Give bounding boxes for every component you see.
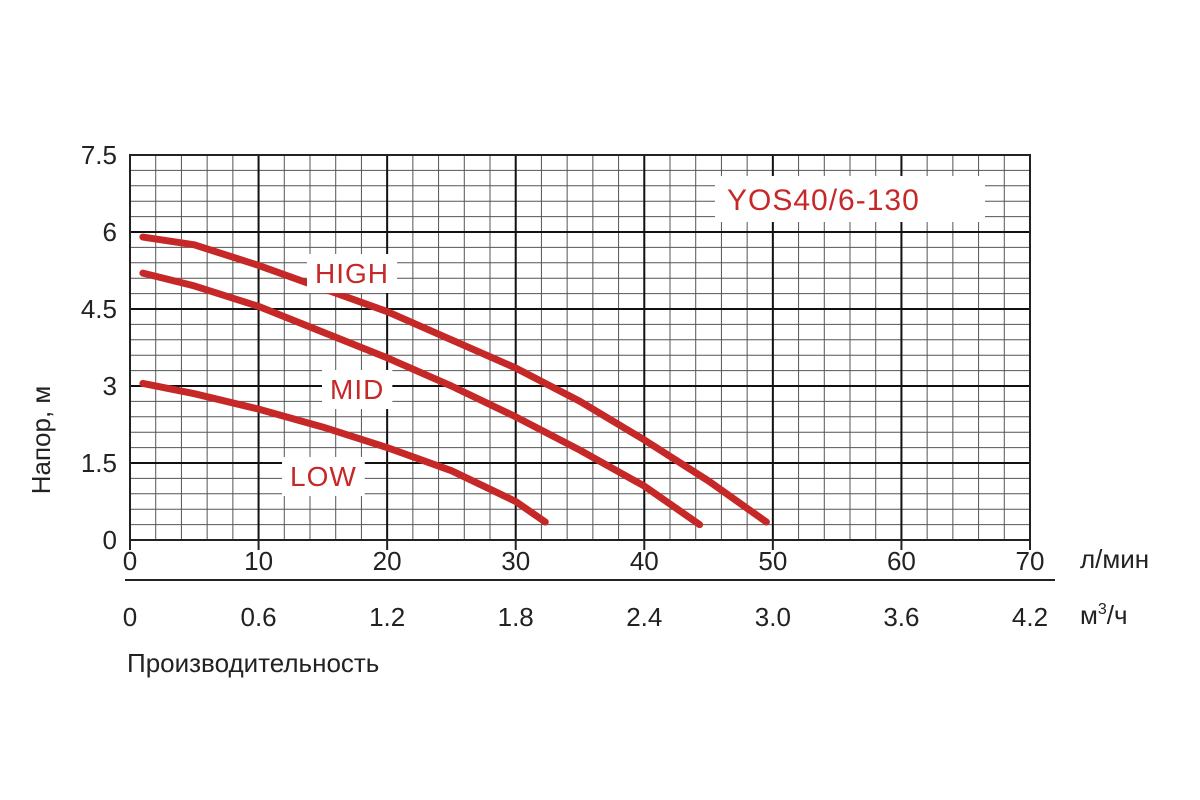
- y-axis-label: Напор, м: [26, 386, 56, 495]
- y-tick-label: 3: [103, 371, 117, 401]
- series-lines: [139, 233, 770, 529]
- series-label-high: HIGH: [315, 258, 389, 289]
- x-tick-label-primary: 70: [1016, 546, 1045, 576]
- series-label-low: LOW: [290, 461, 357, 492]
- x-tick-label-primary: 50: [758, 546, 787, 576]
- x-axis-ticks-primary: 0 10 20 30 40 50 60 70: [123, 540, 1045, 576]
- x-tick-label-primary: 20: [373, 546, 402, 576]
- x-tick-label-secondary: 4.2: [1012, 602, 1048, 632]
- series-label-background: [282, 457, 365, 496]
- series-line-mid: [139, 269, 704, 529]
- model-label-background: [715, 176, 985, 222]
- series-labels: HIGH MID LOW: [282, 254, 397, 496]
- x-tick-label-secondary: 1.2: [369, 602, 405, 632]
- series-line-low: [139, 379, 549, 526]
- x-tick-label-primary: 40: [630, 546, 659, 576]
- series-label-mid: MID: [330, 374, 384, 405]
- x-tick-label-secondary: 0.6: [240, 602, 276, 632]
- series-label-background: [322, 370, 393, 409]
- y-axis-ticks: 0 1.5 3 4.5 6 7.5: [81, 140, 117, 555]
- series-line-high: [139, 233, 770, 526]
- y-tick-label: 7.5: [81, 140, 117, 170]
- major-grid: [130, 155, 1030, 540]
- x-tick-label-secondary: 1.8: [498, 602, 534, 632]
- y-tick-label: 4.5: [81, 294, 117, 324]
- x-tick-label-secondary: 2.4: [626, 602, 662, 632]
- x-unit-secondary: м3/ч: [1080, 600, 1128, 630]
- x-tick-label-secondary: 3.0: [755, 602, 791, 632]
- x-axis-ticks-secondary: 0 0.6 1.2 1.8 2.4 3.0 3.6 4.2: [123, 602, 1048, 632]
- x-tick-label-primary: 10: [244, 546, 273, 576]
- y-tick-label: 6: [103, 217, 117, 247]
- series-label-background: [307, 254, 397, 293]
- x-tick-label-secondary: 0: [123, 602, 137, 632]
- y-tick-label: 1.5: [81, 448, 117, 478]
- x-tick-label-primary: 60: [887, 546, 916, 576]
- plot-frame: [129, 154, 1031, 541]
- x-tick-label-primary: 0: [123, 546, 137, 576]
- x-tick-label-primary: 30: [501, 546, 530, 576]
- y-tick-label: 0: [103, 525, 117, 555]
- x-tick-label-secondary: 3.6: [883, 602, 919, 632]
- x-unit-primary: л/мин: [1080, 544, 1149, 574]
- x-axis-label: Производительность: [127, 648, 379, 678]
- model-label: YOS40/6-130: [727, 184, 920, 217]
